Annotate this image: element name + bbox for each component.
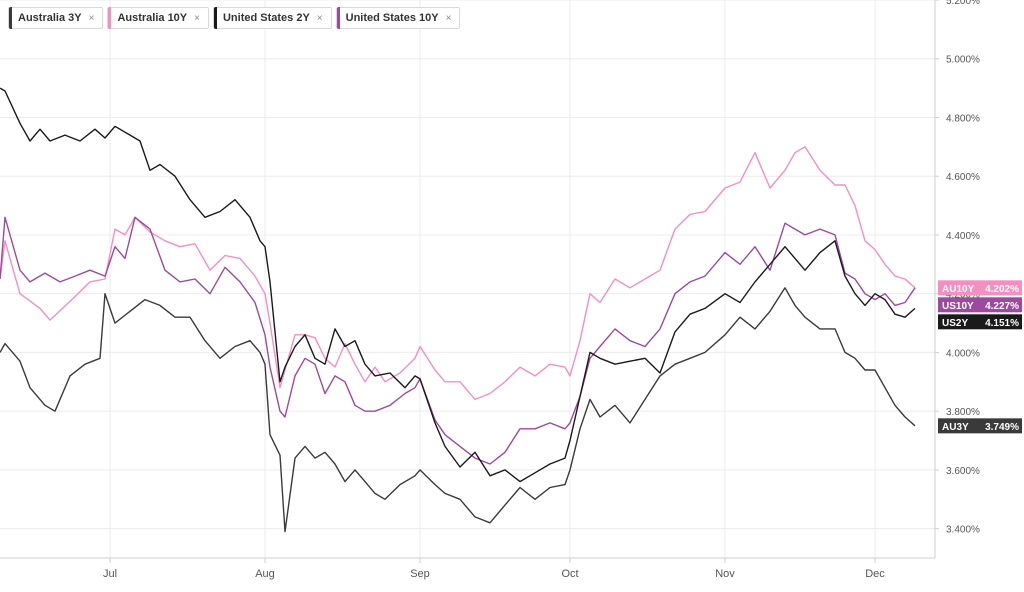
legend-label-united-states-2y: United States 2Y <box>222 12 310 24</box>
axes: 3.400%3.600%3.800%4.000%4.200%4.400%4.60… <box>0 0 980 580</box>
last-value-badges: AU10Y 4.202% US10Y 4.227% US2Y 4.151% AU3Y 3.74… <box>938 280 1022 434</box>
legend-swatch-united-states-10y <box>336 7 340 29</box>
close-icon[interactable]: × <box>316 12 323 24</box>
badge-series-code: US2Y <box>942 318 968 329</box>
badge-background <box>938 280 1022 296</box>
x-tick-label: Nov <box>715 568 735 580</box>
last-value-badge-australia-3y: AU3Y 3.749% <box>938 418 1022 434</box>
close-icon[interactable]: × <box>88 12 95 24</box>
legend-swatch-australia-10y <box>108 7 112 29</box>
legend-swatch-australia-3y <box>9 7 12 29</box>
legend-chip-united-states-10y[interactable]: United States 10Y × <box>335 7 461 29</box>
x-tick-label: Jul <box>103 568 117 580</box>
badge-last-value: 4.227% <box>985 301 1019 312</box>
last-value-badge-australia-10y: AU10Y 4.202% <box>938 280 1022 296</box>
legend-swatch-united-states-2y <box>213 7 217 29</box>
y-tick-label: 5.200% <box>946 0 980 7</box>
y-tick-label: 4.800% <box>946 113 980 124</box>
x-tick-label: Dec <box>865 568 885 580</box>
close-icon[interactable]: × <box>194 12 200 24</box>
x-tick-label: Sep <box>410 568 430 580</box>
badge-series-code: AU10Y <box>942 284 975 295</box>
legend: Australia 3Y × Australia 10Y × United St… <box>8 7 461 29</box>
badge-background <box>938 297 1022 313</box>
badge-series-code: US10Y <box>942 301 974 312</box>
y-tick-label: 3.400% <box>946 525 980 536</box>
y-tick-label: 4.000% <box>946 348 980 359</box>
badge-background <box>938 314 1022 330</box>
last-value-badge-united-states-10y: US10Y 4.227% <box>938 297 1022 313</box>
legend-label-australia-3y: Australia 3Y <box>18 12 82 24</box>
series-lines <box>0 87 916 533</box>
legend-label-united-states-10y: United States 10Y <box>345 12 439 24</box>
grid <box>0 0 935 558</box>
y-tick-label: 5.000% <box>946 55 980 66</box>
last-value-badge-united-states-2y: US2Y 4.151% <box>938 314 1022 330</box>
series-line-australia-3y <box>0 287 916 533</box>
badge-last-value: 4.202% <box>985 284 1019 295</box>
badge-background <box>938 418 1022 434</box>
badge-series-code: AU3Y <box>942 422 969 433</box>
legend-chip-australia-3y[interactable]: Australia 3Y × <box>8 7 104 29</box>
series-line-australia-10y <box>0 146 916 401</box>
legend-chip-australia-10y[interactable]: Australia 10Y × <box>107 7 209 29</box>
y-tick-label: 3.600% <box>946 466 980 477</box>
badge-last-value: 3.749% <box>985 422 1019 433</box>
close-icon[interactable]: × <box>445 12 452 24</box>
x-tick-label: Aug <box>255 568 275 580</box>
y-tick-label: 4.400% <box>946 231 980 242</box>
series-line-united-states-2y <box>0 87 916 483</box>
y-tick-label: 4.600% <box>946 172 980 183</box>
legend-chip-united-states-2y[interactable]: United States 2Y × <box>212 7 332 29</box>
y-tick-label: 3.800% <box>946 407 980 418</box>
legend-label-australia-10y: Australia 10Y <box>117 12 188 24</box>
series-line-united-states-10y <box>0 216 916 465</box>
badge-last-value: 4.151% <box>985 318 1019 329</box>
x-tick-label: Oct <box>561 568 578 580</box>
